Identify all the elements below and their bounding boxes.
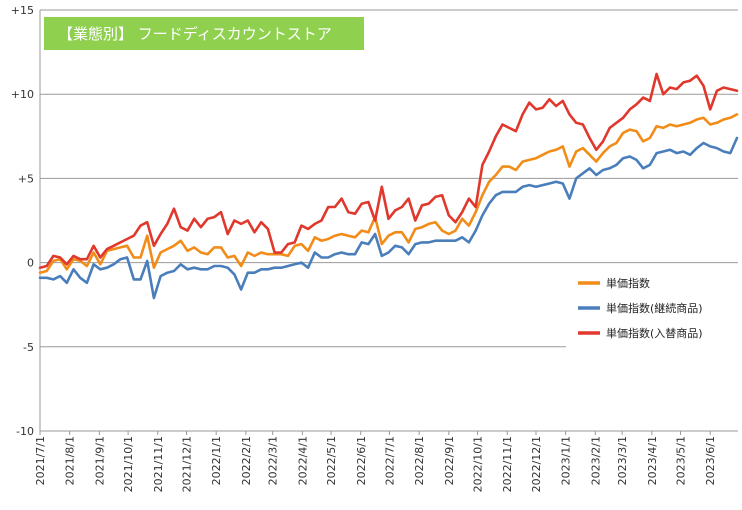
x-tick-label: 2022/12/1	[530, 436, 543, 492]
x-tick-label: 2023/1/1	[560, 436, 573, 485]
series-line-0	[38, 113, 739, 274]
y-tick-labels: +15 +10 +5 0 -5 -10	[11, 4, 34, 438]
x-tick-label: 2021/8/1	[64, 436, 77, 485]
x-tick-label: 2021/7/1	[34, 436, 47, 485]
legend-label-unit-price: 単価指数	[606, 276, 650, 290]
series-line-2	[38, 72, 739, 269]
y-tick-label: -5	[23, 341, 34, 354]
y-tick-label: +10	[11, 88, 34, 101]
x-tick-label: 2022/11/1	[501, 436, 514, 492]
x-tick-label: 2022/10/1	[472, 436, 485, 492]
x-tick-label: 2021/9/1	[93, 436, 106, 485]
legend-label-replacement-items: 単価指数(入替商品)	[606, 326, 703, 340]
x-tick-labels: 2021/7/1 2021/8/1 2021/9/1 2021/10/1 2021/11…	[34, 436, 717, 492]
series-lines	[38, 72, 739, 300]
chart-title-box: 【業態別】 フードディスカウントストア	[44, 17, 364, 50]
gridlines	[40, 9, 738, 432]
y-tick-label: -10	[16, 425, 34, 438]
x-tick-label: 2023/3/1	[616, 436, 629, 485]
y-tick-label: 0	[27, 257, 34, 270]
x-tick-label: 2023/4/1	[646, 436, 659, 485]
chart-title: 【業態別】 フードディスカウントストア	[58, 25, 332, 43]
x-tick-label: 2022/8/1	[413, 436, 426, 485]
x-tick-label: 2023/2/1	[589, 436, 602, 485]
x-tick-label: 2022/5/1	[325, 436, 338, 485]
x-tick-label: 2022/4/1	[296, 436, 309, 485]
x-tick-label: 2022/1/1	[210, 436, 223, 485]
x-tick-label: 2022/2/1	[240, 436, 253, 485]
chart-title-background	[44, 17, 364, 50]
x-tick-label: 2021/10/1	[122, 436, 135, 492]
x-tick-label: 2022/9/1	[443, 436, 456, 485]
x-tick-label: 2021/12/1	[180, 436, 193, 492]
x-tick-label: 2023/6/1	[704, 436, 717, 485]
x-tick-label: 2021/11/1	[152, 436, 165, 492]
legend-label-continuing-items: 単価指数(継続商品)	[606, 301, 703, 315]
x-tick-label: 2022/3/1	[267, 436, 280, 485]
y-tick-label: +15	[11, 4, 34, 17]
x-tick-label: 2022/7/1	[383, 436, 396, 485]
x-tick-label: 2023/5/1	[675, 436, 688, 485]
legend: 単価指数 単価指数(継続商品) 単価指数(入替商品)	[566, 269, 738, 351]
y-tick-label: +5	[18, 172, 34, 185]
series-line-1	[38, 136, 739, 300]
x-tick-label: 2022/6/1	[355, 436, 368, 485]
axes	[39, 10, 711, 435]
